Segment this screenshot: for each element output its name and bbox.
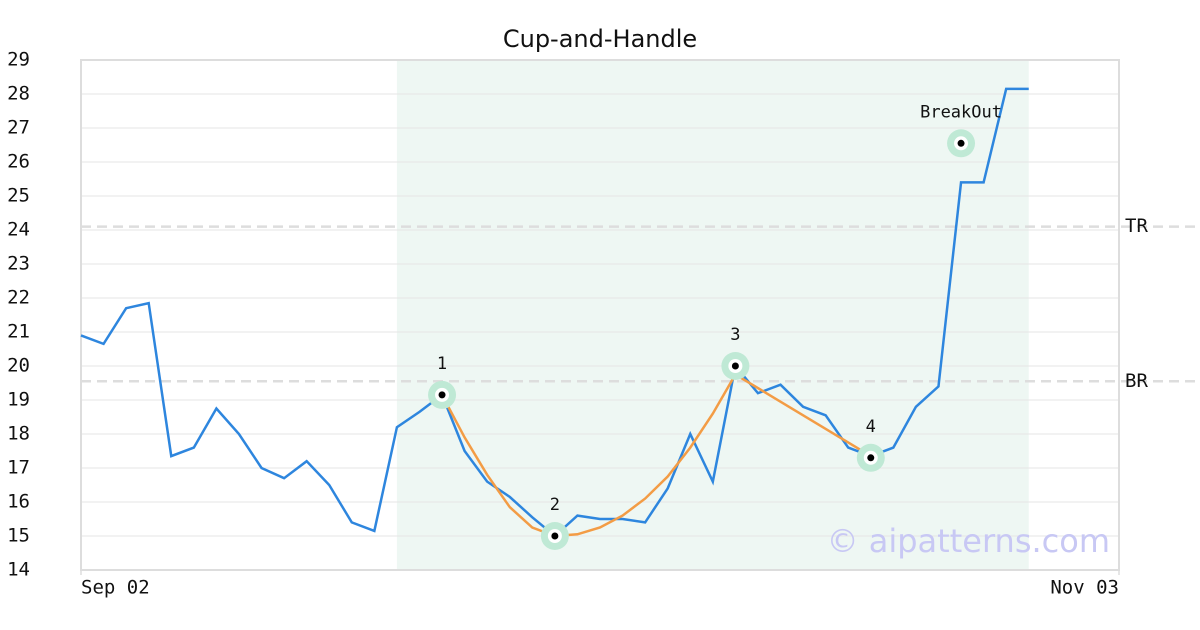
y-tick-label: 19 [7, 389, 30, 411]
y-tick-label: 18 [7, 423, 30, 445]
y-tick-label: 22 [7, 287, 30, 309]
y-tick-label: 17 [7, 457, 30, 479]
x-tick-label: Nov 03 [1050, 577, 1119, 599]
point-label: 4 [866, 417, 876, 437]
level-label: BR [1125, 370, 1148, 392]
y-tick-label: 25 [7, 185, 30, 207]
y-tick-label: 28 [7, 83, 30, 105]
point-marker [957, 139, 965, 147]
point-label: 2 [550, 495, 560, 515]
highlight-zone [396, 60, 1029, 570]
y-tick-label: 24 [7, 219, 30, 241]
point-marker [551, 532, 559, 540]
point-label: BreakOut [920, 102, 1002, 122]
watermark: © aipatterns.com [827, 522, 1110, 560]
chart-title: Cup-and-Handle [503, 25, 697, 53]
y-tick-label: 16 [7, 491, 30, 513]
level-label: TR [1125, 215, 1148, 237]
point-marker [438, 391, 446, 399]
y-tick-label: 15 [7, 525, 30, 547]
y-tick-label: 21 [7, 321, 30, 343]
y-tick-label: 26 [7, 151, 30, 173]
y-tick-label: 14 [7, 559, 30, 581]
x-tick-label: Sep 02 [81, 577, 150, 599]
point-marker [731, 362, 739, 370]
y-tick-label: 29 [7, 49, 30, 71]
point-label: 1 [437, 354, 447, 374]
y-tick-label: 23 [7, 253, 30, 275]
y-tick-label: 20 [7, 355, 30, 377]
point-label: 3 [730, 325, 740, 345]
series-line [440, 372, 872, 538]
plot-frame [80, 59, 1120, 571]
point-marker [867, 454, 875, 462]
y-tick-label: 27 [7, 117, 30, 139]
